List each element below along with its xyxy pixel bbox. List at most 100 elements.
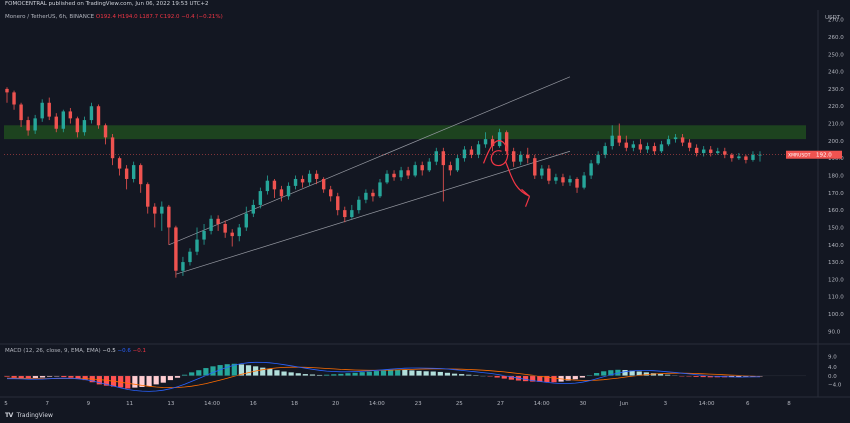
time-tick-label: 27 — [497, 401, 504, 407]
time-tick-label: 3 — [664, 401, 668, 407]
candle — [174, 226, 177, 278]
macd-histogram-bar — [352, 373, 357, 376]
symbol-badge-text: XMRUSDT — [788, 153, 811, 159]
candle-body — [540, 169, 543, 176]
macd-histogram-bar — [260, 368, 265, 376]
macd-histogram-bar — [210, 366, 215, 375]
macd-tick-label: −4.0 — [828, 382, 842, 388]
candle-body — [681, 137, 684, 142]
macd-histogram-bar — [267, 369, 272, 376]
macd-histogram-bar — [296, 373, 301, 376]
time-tick-label: 6 — [746, 401, 750, 407]
candle-body — [695, 148, 698, 153]
time-tick-label: 5 — [4, 401, 8, 407]
macd-histogram-bar — [658, 374, 663, 376]
time-tick-label: 9 — [87, 401, 91, 407]
candle-body — [33, 118, 36, 130]
price-tick-label: 240.0 — [828, 70, 844, 76]
price-tick-label: 160.0 — [828, 208, 844, 214]
price-tick-label: 230.0 — [828, 87, 844, 93]
candle-body — [646, 146, 649, 149]
macd-histogram-bar — [281, 372, 286, 376]
candle-body — [111, 137, 114, 158]
macd-histogram-bar — [395, 370, 400, 376]
candle-body — [90, 106, 93, 120]
candle-body — [238, 227, 241, 236]
time-tick-label: 13 — [167, 401, 174, 407]
candle — [97, 105, 100, 129]
candle-body — [547, 169, 550, 181]
price-unit-label: USDT — [825, 15, 841, 21]
candle-body — [202, 231, 205, 240]
candle-body — [195, 240, 198, 252]
candle-body — [294, 179, 297, 186]
candle-body — [55, 117, 58, 129]
price-tick-label: 130.0 — [828, 260, 844, 266]
candle-body — [435, 151, 438, 161]
macd-histogram-bar — [459, 374, 464, 376]
candle-body — [575, 179, 578, 188]
candle-body — [40, 103, 43, 119]
brand-footer[interactable]: TV TradingView — [5, 412, 53, 419]
candle-body — [266, 181, 269, 191]
macd-histogram-bar — [580, 376, 585, 378]
candle-body — [223, 224, 226, 233]
candle-body — [104, 125, 107, 137]
macd-histogram-bar — [274, 370, 279, 376]
macd-histogram-bar — [125, 376, 130, 389]
candle-body — [421, 165, 424, 170]
candle-body — [723, 151, 726, 154]
macd-histogram-value: −0.1 — [133, 348, 146, 354]
candle-body — [273, 181, 276, 190]
time-tick-label: 14:00 — [369, 401, 385, 407]
candle-body — [730, 155, 733, 158]
macd-histogram-bar — [573, 376, 578, 379]
macd-histogram-bar — [154, 376, 159, 385]
price-tick-label: 140.0 — [828, 243, 844, 249]
candle-body — [737, 156, 740, 158]
candle-body — [639, 144, 642, 149]
candle-body — [498, 132, 501, 146]
candle-body — [69, 111, 72, 118]
time-tick-label: 14:00 — [204, 401, 220, 407]
candle-body — [280, 189, 283, 196]
candle-body — [209, 219, 212, 231]
candle-body — [308, 174, 311, 183]
candle-body — [350, 210, 353, 217]
candle-body — [336, 196, 339, 210]
candle-body — [582, 176, 585, 188]
macd-histogram-bar — [246, 365, 251, 376]
macd-label: MACD (12, 26, close, 9, EMA, EMA) — [5, 348, 101, 354]
macd-histogram-bar — [189, 372, 194, 375]
macd-histogram-bar — [601, 371, 606, 376]
macd-histogram-bar — [452, 374, 457, 376]
time-tick-label: 20 — [332, 401, 339, 407]
price-tick-label: 180.0 — [828, 174, 844, 180]
candle-body — [301, 179, 304, 182]
price-tick-label: 90.0 — [828, 329, 841, 335]
price-tick-label: 200.0 — [828, 139, 844, 145]
candle-body — [160, 207, 163, 214]
ohlc-values: O192.4 H194.0 L187.7 C192.0 −0.4 (−0.21%… — [96, 14, 223, 20]
time-tick-label: 14:00 — [534, 401, 550, 407]
candle-body — [603, 146, 606, 155]
candle-body — [392, 174, 395, 177]
macd-histogram-bar — [622, 370, 627, 376]
candle-body — [688, 143, 691, 148]
price-tick-label: 110.0 — [828, 295, 844, 301]
candle-body — [611, 136, 614, 146]
candle-body — [596, 155, 599, 164]
candle-body — [315, 174, 318, 179]
time-tick-label: 25 — [456, 401, 463, 407]
candle-body — [12, 92, 15, 104]
macd-histogram-bar — [146, 376, 151, 386]
candle-body — [456, 158, 459, 170]
macd-histogram-bar — [438, 372, 443, 376]
time-tick-label: 11 — [126, 401, 133, 407]
candle-body — [442, 151, 445, 165]
candle-body — [554, 177, 557, 180]
candle-body — [399, 170, 402, 177]
candle-body — [26, 120, 29, 130]
